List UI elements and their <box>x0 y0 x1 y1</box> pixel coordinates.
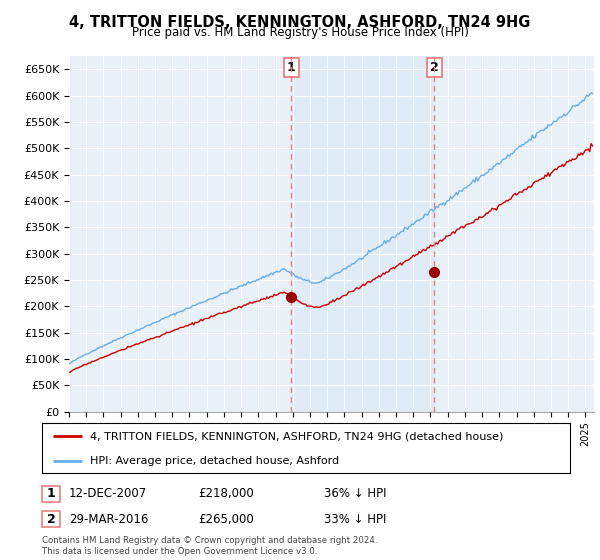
Text: 2: 2 <box>430 62 439 74</box>
Text: 12-DEC-2007: 12-DEC-2007 <box>69 487 147 501</box>
Text: 1: 1 <box>287 62 296 74</box>
Text: £218,000: £218,000 <box>198 487 254 501</box>
Text: 2: 2 <box>47 512 55 526</box>
Text: 4, TRITTON FIELDS, KENNINGTON, ASHFORD, TN24 9HG: 4, TRITTON FIELDS, KENNINGTON, ASHFORD, … <box>70 15 530 30</box>
Text: 33% ↓ HPI: 33% ↓ HPI <box>324 512 386 526</box>
Text: 4, TRITTON FIELDS, KENNINGTON, ASHFORD, TN24 9HG (detached house): 4, TRITTON FIELDS, KENNINGTON, ASHFORD, … <box>89 431 503 441</box>
Text: 1: 1 <box>47 487 55 501</box>
Text: Price paid vs. HM Land Registry's House Price Index (HPI): Price paid vs. HM Land Registry's House … <box>131 26 469 39</box>
Text: 29-MAR-2016: 29-MAR-2016 <box>69 512 148 526</box>
Text: HPI: Average price, detached house, Ashford: HPI: Average price, detached house, Ashf… <box>89 456 338 465</box>
Bar <box>292 56 434 412</box>
Text: 36% ↓ HPI: 36% ↓ HPI <box>324 487 386 501</box>
Text: Contains HM Land Registry data © Crown copyright and database right 2024.
This d: Contains HM Land Registry data © Crown c… <box>42 536 377 556</box>
Text: £265,000: £265,000 <box>198 512 254 526</box>
